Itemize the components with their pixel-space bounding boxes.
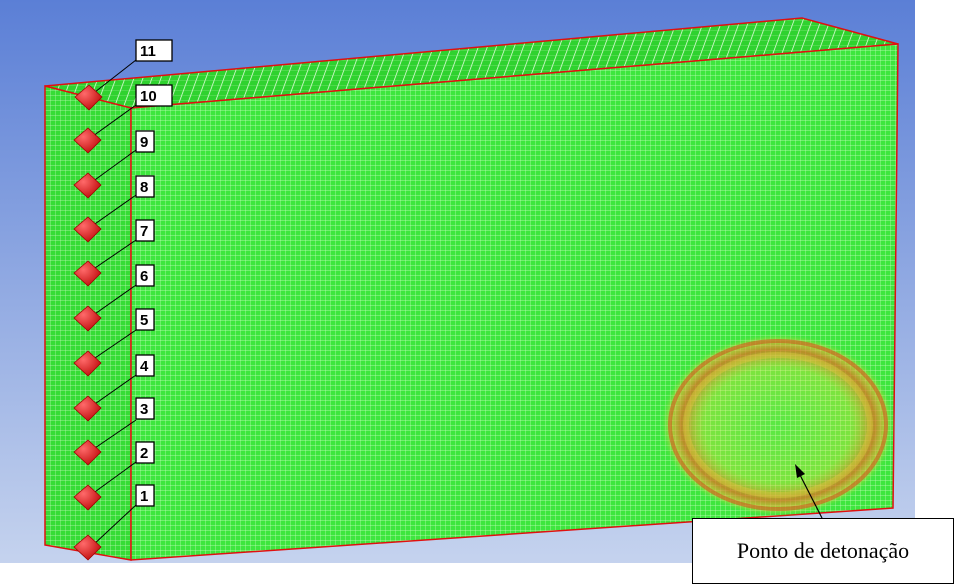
gauge-label-7: 7 (140, 223, 148, 240)
white-margin-right (915, 0, 955, 585)
gauge-10-icon (73, 127, 102, 154)
detonation-point-callout: Ponto de detonação (692, 518, 954, 584)
gauge-3-icon (73, 439, 102, 466)
gauge-4-icon (73, 395, 102, 422)
gauge-label-4: 4 (140, 358, 149, 375)
gauge-label-boxes (135, 39, 173, 507)
gauge-9-icon (73, 172, 102, 199)
gauge-5-icon (73, 350, 102, 377)
gauge-8-icon (73, 216, 102, 243)
gauges (73, 84, 103, 561)
detonation-hotspot (660, 333, 896, 517)
detonation-ring-inner (683, 352, 873, 498)
gauge-1-icon (73, 534, 102, 561)
gauge-2-icon (73, 484, 102, 511)
gauge-label-10: 10 (140, 88, 157, 105)
gauge-leader-lines (91, 59, 137, 547)
callout-arrow (795, 464, 823, 519)
detonation-ring (668, 339, 888, 511)
gauge-label-9: 9 (140, 134, 148, 151)
gauge-label-5: 5 (140, 312, 148, 329)
gauge-label-2: 2 (140, 445, 148, 462)
gauge-7-icon (73, 260, 102, 287)
gauge-label-3: 3 (140, 401, 148, 418)
gauge-label-11: 11 (140, 43, 156, 60)
gauge-label-1: 1 (140, 488, 148, 505)
gauge-label-6: 6 (140, 268, 148, 285)
gauge-11-icon (74, 84, 103, 111)
callout-label: Ponto de detonação (736, 538, 910, 563)
gauge-label-8: 8 (140, 179, 148, 196)
gauge-6-icon (73, 305, 102, 332)
